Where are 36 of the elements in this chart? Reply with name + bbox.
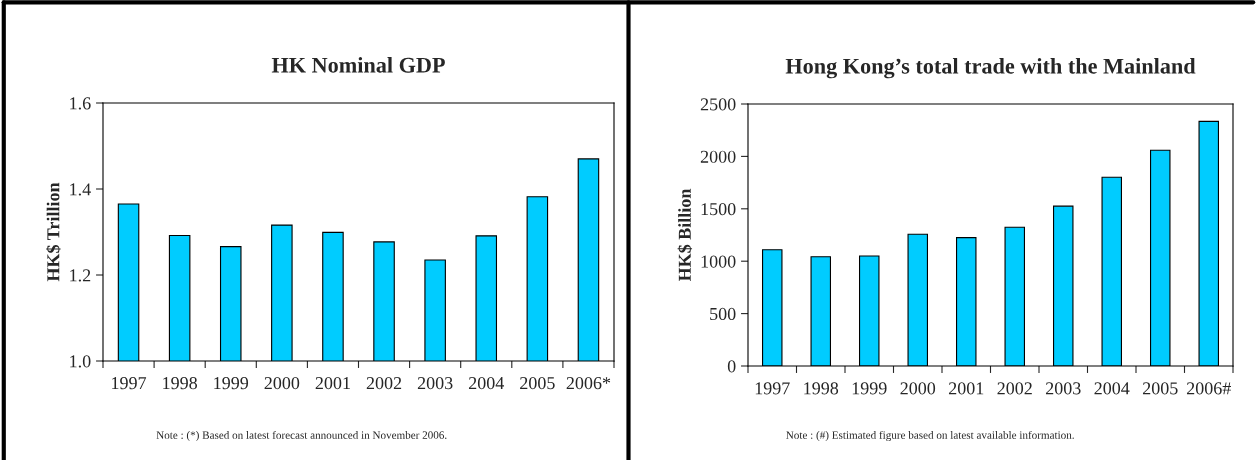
y-tick-label: 1.4	[70, 183, 91, 196]
x-tick-label: 2000	[264, 377, 300, 390]
x-tick-label: 1998	[804, 382, 839, 395]
x-tick-label: 1997	[755, 382, 790, 395]
y-axis-title: HK$ Billion	[677, 188, 693, 282]
x-tick-label: 2006*	[566, 377, 611, 390]
y-tick-label: 1000	[701, 255, 736, 268]
y-tick-label: 500	[710, 307, 736, 321]
x-tick-label: 2001	[948, 382, 984, 395]
x-tick-label: 2005	[1142, 382, 1178, 395]
x-tick-label: 2001	[315, 377, 350, 390]
chart-title: HK Nominal GDP	[271, 57, 445, 73]
x-tick-label: 2003	[417, 377, 453, 390]
y-tick-label: 1500	[701, 203, 736, 216]
y-axis-title: HK$ Trillion	[46, 182, 61, 282]
y-tick-label: 1.0	[70, 355, 91, 368]
text: Note : (#) Estimated figure based on latest available information.	[786, 430, 1074, 442]
x-tick-label: 2004	[468, 377, 505, 390]
y-tick-label: 1.6	[70, 97, 91, 110]
x-tick-label: 1997	[112, 377, 147, 390]
y-tick-label: 2500	[700, 98, 736, 111]
x-tick-label: 2002	[997, 382, 1032, 395]
x-tick-label: 1998	[163, 377, 198, 390]
x-tick-label: 2005	[520, 377, 555, 390]
x-tick-label: 2006#	[1186, 382, 1231, 395]
x-tick-label: 1999	[214, 377, 249, 390]
x-tick-label: 2003	[1045, 382, 1081, 395]
y-tick-label: 1.2	[70, 269, 91, 282]
chart-title: Hong Kong’s total trade with the Mainland	[785, 58, 1196, 79]
y-tick-label: 2000	[700, 150, 736, 163]
text: Note : (*) Based on latest forecast announced in November 2006.	[156, 430, 447, 442]
x-tick-label: 1999	[852, 382, 887, 395]
y-tick-label: 0	[727, 360, 736, 373]
x-tick-label: 2004	[1094, 382, 1130, 395]
x-tick-label: 2000	[900, 382, 936, 395]
x-tick-label: 2002	[366, 377, 402, 390]
